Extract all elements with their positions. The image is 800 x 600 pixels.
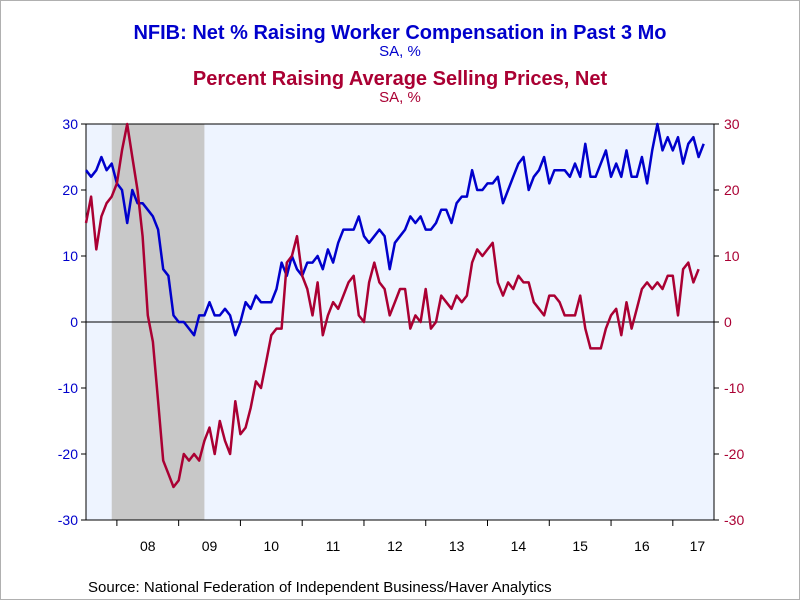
y-right-tick-label: 10 (724, 248, 740, 264)
y-right-tick-label: -20 (724, 446, 744, 462)
y-left-tick-label: -10 (58, 380, 78, 396)
y-right-tick-label: 0 (724, 314, 732, 330)
y-left-tick-label: 30 (62, 116, 78, 132)
x-tick-label: 09 (202, 538, 218, 554)
y-right-tick-label: -10 (724, 380, 744, 396)
x-tick-label: 17 (690, 538, 706, 554)
x-tick-label: 16 (634, 538, 650, 554)
y-left-tick-label: -20 (58, 446, 78, 462)
y-right-tick-label: -30 (724, 512, 744, 528)
chart-title-series-1: NFIB: Net % Raising Worker Compensation … (133, 22, 667, 44)
chart-subtitle-series-2: SA, % (379, 89, 421, 106)
y-left-tick-label: 0 (70, 314, 78, 330)
x-tick-label: 11 (326, 538, 341, 554)
x-tick-label: 12 (387, 538, 403, 554)
y-left-tick-label: -30 (58, 512, 78, 528)
x-tick-label: 10 (264, 538, 280, 554)
chart-subtitle-series-1: SA, % (379, 43, 421, 60)
series-line-selling-prices (84, 122, 700, 489)
chart-title-series-2: Percent Raising Average Selling Prices, … (192, 68, 608, 90)
y-right-tick-label: 30 (724, 116, 740, 132)
x-tick-label: 08 (140, 538, 156, 554)
y-left-tick-label: 10 (62, 248, 78, 264)
x-tick-label: 15 (572, 538, 588, 554)
series-line-worker-compensation (85, 122, 705, 337)
x-tick-label: 14 (511, 538, 527, 554)
y-left-tick-label: 20 (62, 182, 78, 198)
y-right-tick-label: 20 (724, 182, 740, 198)
source-note: Source: National Federation of Independe… (88, 579, 552, 596)
x-tick-label: 13 (449, 538, 465, 554)
